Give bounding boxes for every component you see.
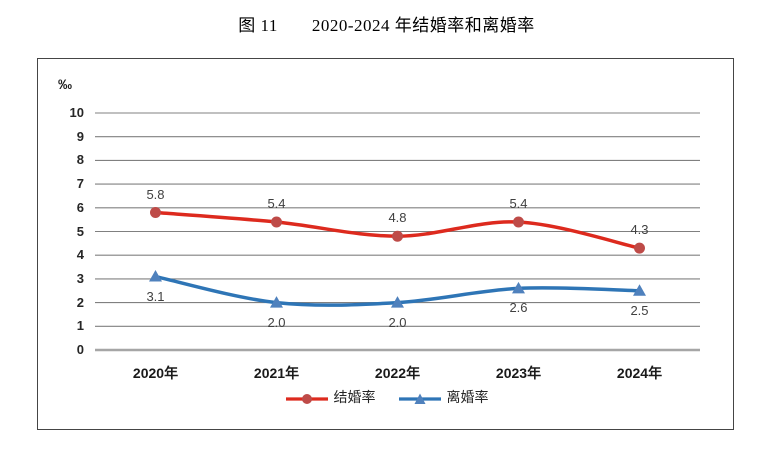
y-axis-tick-label: 9 — [76, 128, 84, 144]
y-axis-tick-label: 6 — [76, 199, 84, 215]
y-axis-tick-label: 0 — [76, 342, 84, 357]
x-axis-tick-label: 2021年 — [253, 365, 300, 381]
data-point-marker-triangle — [391, 296, 404, 308]
data-label: 2.5 — [630, 302, 649, 318]
y-axis-tick-label: 7 — [76, 176, 84, 192]
data-point-marker-triangle — [633, 284, 646, 296]
data-label: 5.4 — [267, 196, 286, 212]
y-axis-tick-label: 5 — [76, 223, 84, 239]
y-axis-unit-label: ‰ — [58, 76, 72, 92]
legend-triangle-marker-icon — [414, 393, 425, 404]
figure-number-label: 图 11 — [238, 16, 278, 35]
legend-circle-marker-icon — [301, 394, 312, 404]
data-label: 2.6 — [509, 300, 528, 316]
data-point-marker-circle — [271, 216, 282, 228]
data-point-marker-circle — [392, 230, 403, 242]
data-point-marker-triangle — [270, 296, 283, 308]
chart-title-text: 2020-2024 年结婚率和离婚率 — [311, 16, 535, 35]
legend-item-结婚率: 结婚率 — [285, 391, 376, 407]
data-label: 4.3 — [630, 222, 649, 238]
legend-marker-icon — [285, 394, 328, 404]
x-axis-tick-label: 2022年 — [374, 365, 421, 381]
data-label: 5.4 — [509, 196, 528, 212]
data-point-marker-triangle — [149, 270, 162, 282]
data-label: 3.1 — [146, 288, 165, 304]
x-axis-tick-label: 2023年 — [495, 365, 542, 381]
data-point-marker-triangle — [512, 281, 525, 294]
data-point-marker-circle — [150, 207, 161, 219]
data-label: 5.8 — [146, 186, 165, 202]
data-label: 2.0 — [267, 314, 286, 330]
y-axis-tick-label: 4 — [76, 247, 84, 263]
legend-marker-icon — [398, 393, 441, 404]
data-label: 2.0 — [388, 314, 407, 330]
y-axis-tick-label: 10 — [69, 105, 84, 120]
legend-label: 结婚率 — [333, 391, 376, 406]
y-axis-tick-label: 8 — [76, 152, 84, 168]
chart-title: 图 11 2020-2024 年结婚率和离婚率 — [0, 11, 773, 36]
data-point-marker-circle — [513, 216, 524, 228]
legend-item-离婚率: 离婚率 — [398, 391, 489, 407]
chart-legend: 结婚率 离婚率 — [0, 391, 773, 407]
x-axis-tick-label: 2020年 — [132, 365, 179, 381]
legend-label: 离婚率 — [446, 391, 489, 406]
y-axis-tick-label: 2 — [76, 294, 84, 310]
data-point-marker-circle — [634, 242, 645, 254]
y-axis-tick-label: 3 — [76, 270, 84, 286]
data-label: 4.8 — [388, 210, 407, 226]
x-axis-tick-label: 2024年 — [616, 365, 663, 381]
y-axis-tick-label: 1 — [76, 318, 84, 334]
